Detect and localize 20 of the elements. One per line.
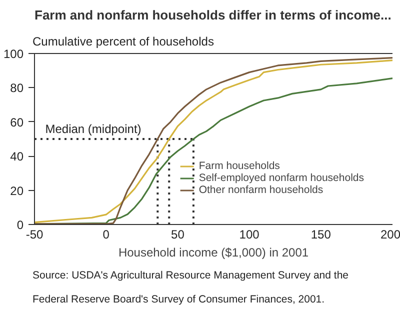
y-tick-label: 40	[10, 150, 24, 164]
y-tick-label: 60	[10, 115, 24, 130]
x-tick-label: 50	[171, 228, 185, 242]
x-tick-label: 0	[102, 228, 110, 242]
legend-label: Farm households	[198, 160, 280, 172]
x-tick-label: 150	[310, 228, 332, 242]
x-tick-label: 100	[239, 228, 260, 242]
x-axis-title: Household income ($1,000) in 2001	[118, 246, 309, 260]
legend-label: Self-employed nonfarm households	[198, 172, 364, 184]
y-tick-label: 100	[3, 47, 24, 61]
ref-line-label: Median (midpoint)	[45, 122, 142, 136]
y-tick-label: 0	[16, 218, 24, 232]
y-tick-label: 20	[10, 184, 24, 198]
x-tick-label: 200	[380, 228, 400, 242]
y-tick-label: 80	[10, 81, 24, 96]
legend-label: Other nonfarm households	[198, 184, 324, 196]
source-note: Source: USDA's Agricultural Resource Management Survey and the Federal Reserve Board's Survey of Consumer Finances, 2001.	[32, 270, 349, 306]
x-tick-label: -50	[26, 228, 44, 242]
y-axis-title: Cumulative percent of households	[32, 34, 214, 48]
chart-title: Farm and nonfarm households differ in terms of income...	[34, 8, 392, 22]
